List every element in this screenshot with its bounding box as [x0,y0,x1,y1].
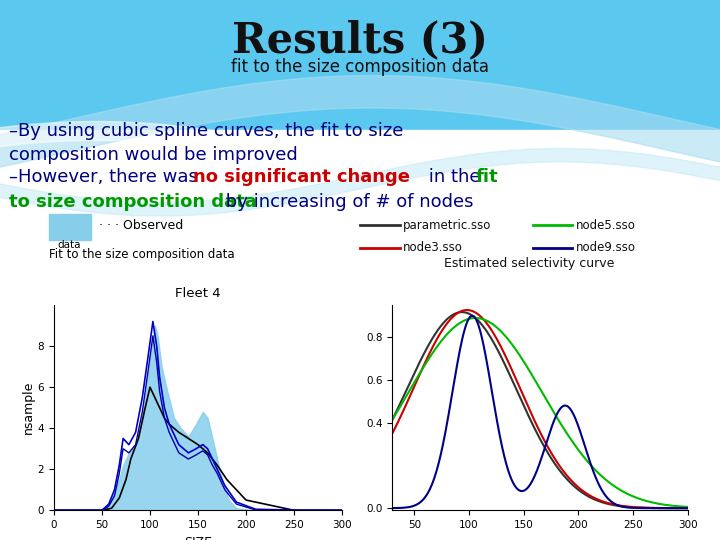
Text: by increasing of # of nodes: by increasing of # of nodes [220,193,473,211]
Text: node3.sso: node3.sso [403,241,463,254]
Text: composition would be improved: composition would be improved [9,146,297,164]
Text: –However, there was: –However, there was [9,168,209,186]
Text: –By using cubic spline curves, the fit to size: –By using cubic spline curves, the fit t… [9,122,403,139]
Text: no significant change: no significant change [193,168,410,186]
Bar [0,0,720,130]
Y-axis label: nsample: nsample [22,381,35,434]
Text: · · · Observed: · · · Observed [99,219,184,232]
Bar [0,130,720,540]
Text: Results (3): Results (3) [232,19,488,62]
Text: to size composition data: to size composition data [9,193,256,211]
Text: Fit to the size composition data: Fit to the size composition data [49,248,235,261]
Text: node9.sso: node9.sso [576,241,636,254]
Text: fit: fit [475,168,498,186]
Bar [49,214,91,240]
Text: data: data [58,240,81,251]
Text: in the: in the [423,168,487,186]
Text: parametric.sso: parametric.sso [403,219,492,232]
X-axis label: SIZE: SIZE [184,536,212,540]
Text: node5.sso: node5.sso [576,219,636,232]
Text: fit to the size composition data: fit to the size composition data [231,58,489,77]
Text: Estimated selectivity curve: Estimated selectivity curve [444,256,615,269]
Title: Fleet 4: Fleet 4 [175,287,221,300]
